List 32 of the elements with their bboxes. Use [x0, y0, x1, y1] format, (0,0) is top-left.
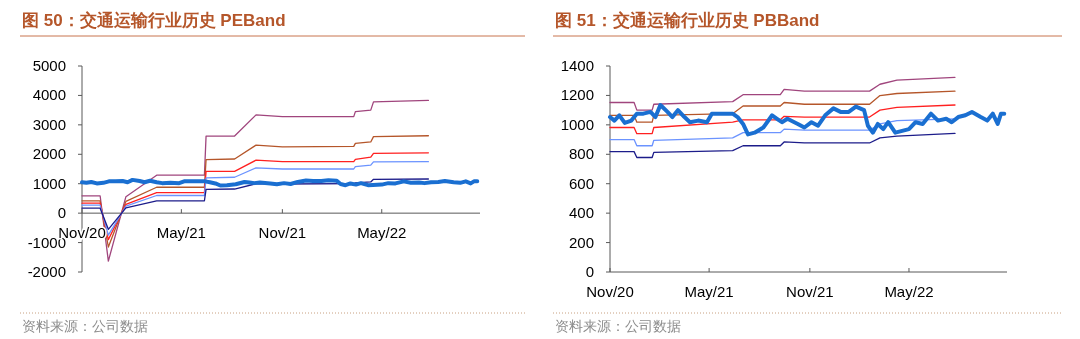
x-tick-label: Nov/21: [258, 224, 307, 242]
y-tick-label: 200: [568, 233, 594, 251]
y-tick-label: 800: [568, 145, 594, 163]
line-series: [609, 118, 956, 147]
y-tick-label: 5000: [32, 57, 66, 74]
x-tick-label: Nov/21: [786, 283, 834, 300]
y-tick-label: 400: [568, 204, 594, 222]
y-tick-label: 4000: [32, 86, 66, 104]
x-tick-label: May/21: [684, 283, 734, 300]
y-tick-label: 1200: [560, 86, 594, 104]
y-tick-label: 0: [585, 263, 594, 280]
line-series: [608, 102, 1007, 137]
y-tick-label: 1000: [560, 115, 594, 133]
line-series: [609, 132, 956, 159]
y-tick-label: 0: [57, 204, 66, 222]
y-tick-label: 600: [568, 174, 594, 192]
x-tick-label: Nov/20: [586, 283, 634, 300]
chart-title: 图 51：交通运输行业历史 PBBand: [555, 11, 820, 30]
y-tick-label: 3000: [32, 115, 66, 133]
text: 资料来源：公司数据: [22, 318, 148, 334]
x-tick-label: May/22: [357, 224, 407, 242]
y-tick-label: 2000: [32, 145, 66, 163]
y-tick-label: -2000: [27, 263, 66, 280]
line-series: [609, 76, 956, 111]
text: 资料来源：公司数据: [555, 318, 681, 334]
x-tick-label: May/22: [884, 283, 934, 300]
y-tick-label: 1400: [560, 57, 594, 74]
line-series: [609, 90, 956, 123]
line-series: [609, 104, 956, 135]
y-tick-label: 1000: [32, 174, 66, 192]
x-tick-label: May/21: [156, 224, 206, 242]
chart-title: 图 50：交通运输行业历史 PEBand: [22, 11, 286, 30]
